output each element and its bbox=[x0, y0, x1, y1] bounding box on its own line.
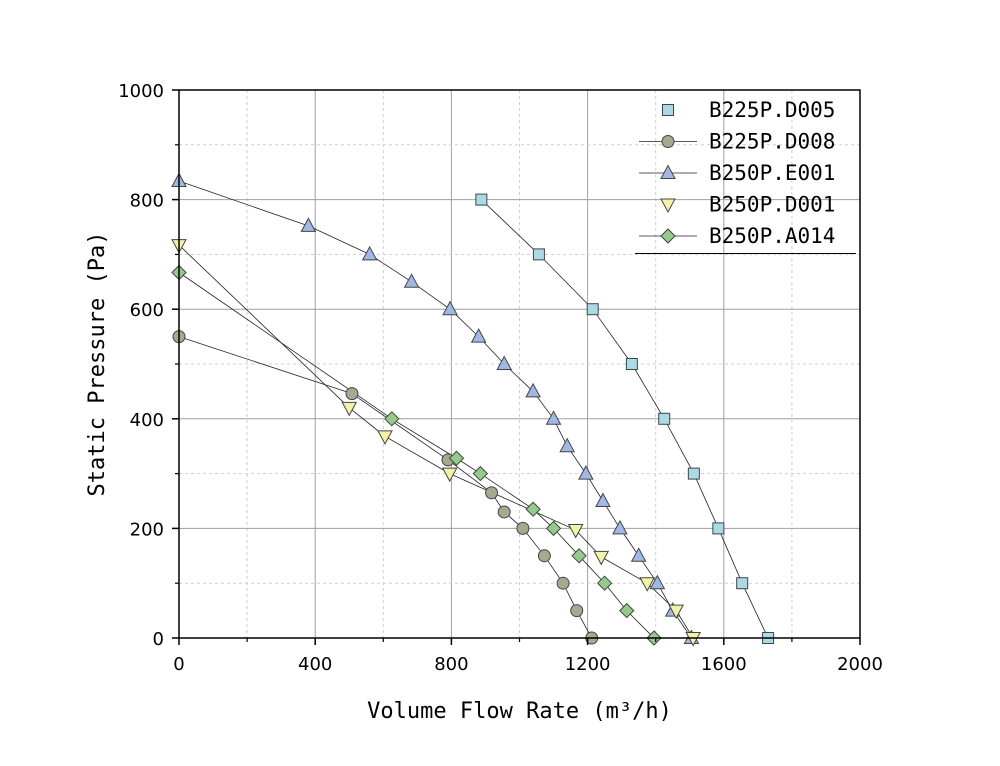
data-point bbox=[556, 576, 570, 590]
data-point bbox=[485, 486, 499, 500]
data-point bbox=[525, 382, 541, 398]
series-line-3 bbox=[178, 180, 692, 639]
data-point bbox=[300, 217, 317, 232]
x-axis-title: Volume Flow Rate (m³/h) bbox=[367, 699, 672, 724]
data-point bbox=[384, 411, 400, 427]
data-point bbox=[712, 522, 725, 535]
data-point bbox=[559, 437, 576, 453]
data-point bbox=[525, 501, 541, 517]
legend-marker bbox=[662, 104, 674, 116]
data-point bbox=[596, 575, 613, 591]
legend-marker bbox=[660, 228, 676, 244]
data-point bbox=[532, 248, 545, 261]
data-point bbox=[448, 450, 465, 466]
series-line-5 bbox=[178, 272, 655, 639]
data-point bbox=[612, 519, 628, 535]
data-point bbox=[545, 520, 562, 537]
series-markers bbox=[171, 172, 775, 647]
data-point bbox=[649, 574, 666, 590]
data-point bbox=[658, 412, 671, 425]
tick-labels: 0 400 800 1200 1600 2000 0 200 400 600 800 1000 bbox=[118, 81, 883, 675]
data-point bbox=[496, 355, 513, 370]
data-point bbox=[630, 547, 647, 562]
y-axis-title: Static Pressure (Pa) bbox=[85, 232, 110, 497]
legend-label: B250P.E001 bbox=[709, 161, 835, 185]
legend-label: B250P.D001 bbox=[709, 193, 835, 217]
data-point bbox=[345, 387, 359, 401]
data-point bbox=[470, 328, 487, 343]
data-point bbox=[685, 632, 701, 647]
data-point bbox=[593, 550, 610, 566]
data-point bbox=[377, 430, 393, 445]
x-tick-label: 0 bbox=[173, 654, 184, 675]
x-tick-label: 1200 bbox=[565, 654, 611, 675]
data-point bbox=[441, 467, 458, 483]
series-line-2 bbox=[178, 336, 593, 639]
legend-marker bbox=[660, 198, 676, 214]
data-point bbox=[625, 358, 638, 370]
data-point bbox=[341, 401, 358, 417]
y-tick-label: 600 bbox=[130, 300, 164, 321]
x-tick-label: 800 bbox=[434, 654, 468, 675]
data-point bbox=[595, 492, 611, 507]
y-tick-label: 400 bbox=[130, 410, 164, 431]
data-point bbox=[403, 273, 420, 288]
legend-marker bbox=[660, 164, 676, 179]
data-point bbox=[472, 465, 489, 482]
grid bbox=[179, 90, 860, 638]
y-tick-label: 800 bbox=[130, 191, 164, 212]
data-point bbox=[736, 577, 749, 590]
data-point bbox=[497, 505, 511, 519]
legend-label: B250P.A014 bbox=[709, 224, 835, 248]
data-point bbox=[537, 549, 551, 563]
series-line-4 bbox=[178, 244, 694, 639]
data-point bbox=[687, 467, 700, 480]
legend-marker bbox=[661, 135, 675, 148]
data-point bbox=[475, 193, 488, 206]
data-point bbox=[619, 602, 635, 619]
data-point bbox=[586, 303, 599, 316]
y-tick-label: 0 bbox=[153, 629, 164, 650]
data-point bbox=[571, 548, 587, 564]
data-point bbox=[442, 300, 458, 316]
data-point bbox=[516, 521, 530, 535]
axis-ticks bbox=[172, 89, 861, 645]
x-tick-label: 400 bbox=[298, 654, 332, 675]
y-tick-label: 200 bbox=[130, 519, 164, 540]
data-point bbox=[578, 465, 594, 480]
legend: B225P.D005 B225P.D008 B250P.E001 B250P.D001… bbox=[635, 89, 856, 254]
data-point bbox=[639, 577, 656, 592]
x-tick-label: 2000 bbox=[837, 654, 883, 675]
x-tick-label: 1600 bbox=[701, 654, 747, 675]
data-point bbox=[567, 524, 584, 539]
y-tick-label: 1000 bbox=[118, 81, 164, 102]
data-point bbox=[570, 604, 584, 618]
data-point bbox=[361, 245, 378, 261]
data-point bbox=[668, 604, 684, 620]
legend-label: B225P.D008 bbox=[709, 130, 835, 154]
series-lines bbox=[178, 180, 769, 639]
legend-label: B225P.D005 bbox=[709, 98, 835, 122]
data-point bbox=[545, 410, 562, 425]
